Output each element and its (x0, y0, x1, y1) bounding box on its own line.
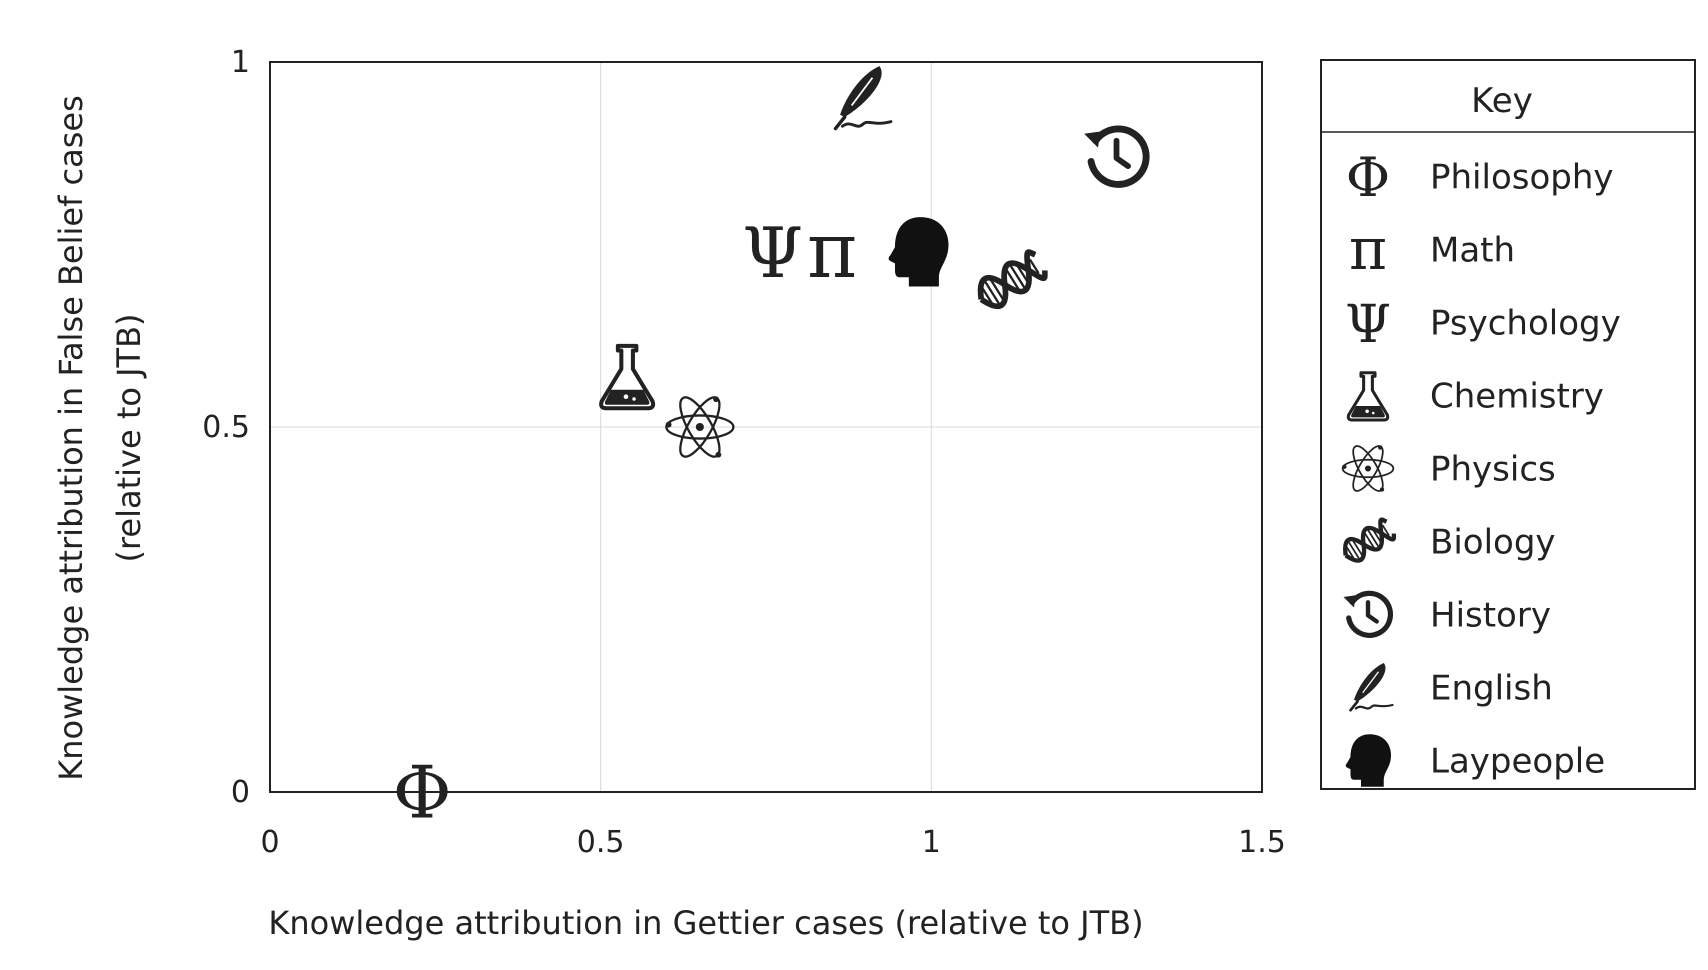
x-tick-label: 1.5 (1238, 825, 1286, 860)
x-axis-ticks: 0 0.5 1 1.5 (260, 825, 1285, 860)
legend-item-label: Physics (1430, 450, 1556, 490)
x-tick-label: 1 (922, 825, 941, 860)
plot-frame (269, 61, 1263, 793)
point-chemistry (601, 346, 653, 408)
point-biology (973, 249, 1048, 312)
y-axis-title-line-1: Knowledge attribution in False Belief ca… (52, 95, 90, 781)
legend-items: Philosophy Math Psychology Chemistry Physics… (1339, 148, 1621, 787)
point-laypeople (888, 217, 949, 287)
legend-item-label: Biology (1430, 523, 1556, 563)
gridlines (269, 61, 1263, 793)
legend-item-math: Math (1349, 221, 1515, 278)
point-math (807, 214, 858, 289)
y-tick-label: 0 (231, 775, 250, 810)
legend-item-history: History (1344, 593, 1551, 635)
legend-item-laypeople: Laypeople (1345, 734, 1605, 787)
point-history (1084, 129, 1146, 184)
legend-item-label: Math (1430, 231, 1515, 271)
legend-item-chemistry: Chemistry (1346, 371, 1604, 422)
pi-icon (1349, 221, 1387, 278)
phi-icon (1345, 148, 1391, 205)
legend-item-label: English (1430, 669, 1553, 709)
legend-item-label: Philosophy (1430, 158, 1614, 198)
data-points (392, 64, 1146, 829)
legend: Key Philosophy Math Psychology Chemistry Phy… (1320, 59, 1696, 790)
legend-item-label: History (1430, 596, 1551, 636)
legend-item-label: Chemistry (1430, 377, 1604, 417)
x-tick-label: 0.5 (577, 825, 625, 860)
legend-item-label: Laypeople (1430, 742, 1605, 782)
point-psychology (742, 214, 804, 289)
psi-icon (1344, 294, 1392, 351)
x-tick-label: 0 (260, 825, 279, 860)
legend-item-biology: Biology (1339, 518, 1556, 566)
y-axis-ticks: 00.51 (202, 45, 250, 810)
plot-area: 0 0.5 1 1.5 00.51 (202, 45, 1286, 860)
legend-item-label: Psychology (1430, 304, 1621, 344)
point-english (833, 64, 893, 131)
y-tick-label: 0.5 (202, 410, 250, 445)
y-tick-label: 1 (231, 45, 250, 80)
legend-item-english: English (1349, 661, 1553, 712)
legend-title: Key (1471, 81, 1533, 121)
x-axis-title: Knowledge attribution in Gettier cases (… (268, 904, 1143, 942)
y-axis-title-line-2: (relative to JTB) (110, 313, 148, 562)
point-philosophy (392, 755, 452, 829)
legend-item-physics: Physics (1341, 441, 1556, 496)
legend-item-philosophy: Philosophy (1345, 148, 1614, 205)
legend-item-psychology: Psychology (1344, 294, 1621, 351)
